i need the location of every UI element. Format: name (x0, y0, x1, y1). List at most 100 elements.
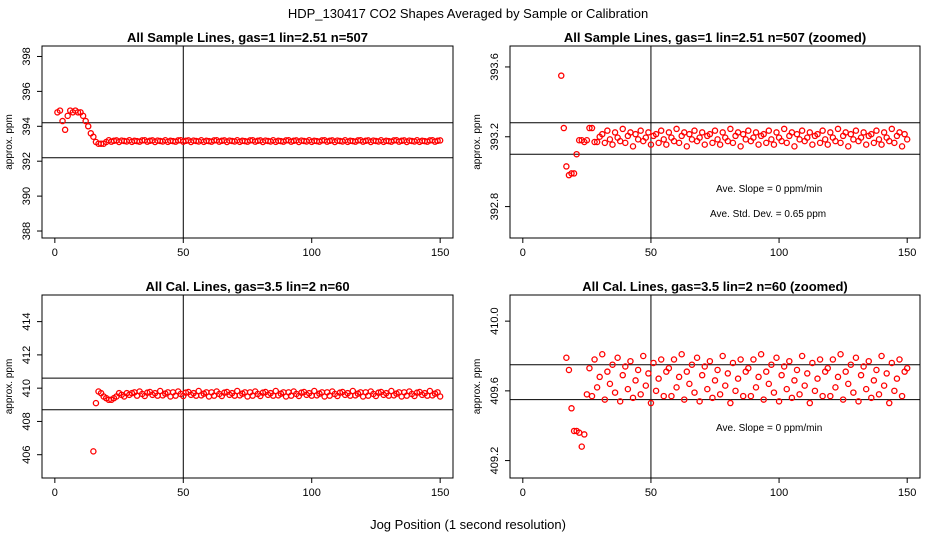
x-tick-label: 100 (303, 247, 321, 259)
plot-frame (509, 45, 921, 239)
plot-frame (509, 294, 921, 479)
data-point (842, 368, 849, 375)
panel-2: All Sample Lines, gas=1 lin=2.51 n=507 (… (472, 30, 921, 259)
panel-title: All Sample Lines, gas=1 lin=2.51 n=507 (127, 30, 368, 45)
x-tick-label: 150 (431, 247, 449, 259)
y-axis-label: approx. ppm (4, 114, 15, 170)
data-point (742, 136, 750, 143)
data-point (570, 170, 578, 177)
data-point (791, 377, 798, 384)
data-point (665, 364, 673, 372)
data-point (773, 129, 780, 136)
data-point (655, 139, 662, 147)
data-point (739, 130, 747, 138)
data-point (84, 123, 92, 130)
data-point (852, 354, 860, 361)
x-tick-label: 0 (520, 247, 526, 259)
data-point (709, 394, 716, 402)
data-point (857, 371, 865, 379)
data-point (698, 129, 706, 136)
data-point (839, 396, 847, 403)
y-tick-label: 396 (21, 82, 33, 100)
data-point (837, 351, 844, 358)
data-point (760, 396, 767, 403)
data-point (591, 356, 598, 363)
data-point (793, 130, 801, 138)
data-point (436, 393, 444, 400)
data-point (601, 139, 609, 147)
data-point (647, 399, 655, 407)
data-point (865, 357, 873, 365)
data-point (586, 124, 593, 132)
data-point (796, 136, 803, 143)
data-point (61, 126, 69, 134)
y-tick-label: 392.8 (489, 193, 501, 221)
x-tick-label: 50 (645, 487, 657, 499)
data-point (763, 139, 770, 147)
data-point (675, 373, 683, 381)
data-point (850, 389, 857, 396)
data-point (786, 357, 793, 365)
data-point (706, 357, 714, 365)
data-point (563, 163, 570, 170)
data-point (436, 137, 444, 144)
data-point (716, 141, 724, 148)
data-point (434, 137, 441, 145)
data-point (678, 351, 685, 358)
data-point (609, 361, 616, 368)
x-tick-label: 50 (177, 247, 189, 259)
data-point (668, 392, 675, 400)
data-point (873, 127, 880, 134)
data-points (558, 72, 911, 179)
data-point (801, 382, 808, 389)
data-point (878, 141, 885, 148)
data-point (780, 363, 788, 370)
data-point (604, 127, 611, 134)
data-point (665, 129, 673, 136)
data-point (873, 366, 880, 374)
data-point (59, 117, 66, 125)
data-point (604, 368, 611, 375)
y-tick-label: 398 (21, 47, 33, 65)
data-point (829, 356, 837, 363)
data-point (888, 359, 896, 367)
data-point (619, 371, 627, 379)
data-point (583, 391, 591, 398)
data-point (896, 356, 903, 363)
data-point (642, 134, 650, 141)
data-point (565, 366, 573, 374)
data-point (588, 392, 596, 400)
data-point (755, 373, 762, 381)
y-tick-label: 388 (21, 222, 33, 240)
data-point (893, 375, 901, 382)
data-point (611, 129, 619, 136)
data-point (819, 127, 826, 134)
data-point (903, 136, 911, 143)
data-point (791, 143, 798, 150)
data-point (770, 141, 778, 148)
data-point (768, 361, 775, 368)
data-point (709, 139, 716, 147)
data-point (568, 170, 575, 177)
data-point (701, 363, 709, 370)
y-tick-label: 406 (21, 446, 33, 464)
y-tick-label: 410.0 (489, 307, 501, 335)
data-point (752, 129, 760, 136)
x-tick-label: 50 (177, 487, 189, 499)
x-tick-label: 150 (898, 247, 916, 259)
data-point (845, 380, 852, 388)
data-point (711, 127, 719, 134)
data-point (852, 127, 860, 134)
y-tick-label: 392 (21, 152, 33, 170)
data-point (775, 398, 783, 405)
data-point (616, 398, 624, 405)
data-point (719, 352, 726, 360)
data-point (819, 392, 826, 400)
data-point (593, 384, 601, 391)
y-tick-label: 409.6 (489, 377, 501, 405)
plot-frame (41, 294, 454, 479)
data-point (860, 129, 867, 136)
data-point (824, 141, 832, 148)
panel-title: All Cal. Lines, gas=3.5 lin=2 n=60 (zoom… (582, 279, 848, 294)
